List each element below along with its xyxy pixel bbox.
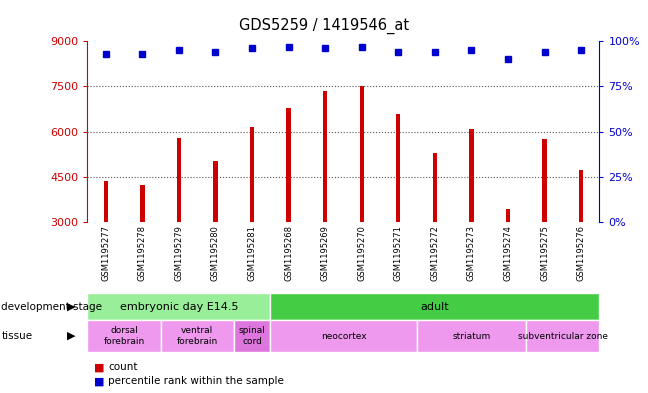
Text: adult: adult — [421, 301, 449, 312]
Text: ■: ■ — [94, 376, 104, 386]
Bar — [87, 320, 161, 352]
Bar — [433, 153, 437, 222]
Text: embryonic day E14.5: embryonic day E14.5 — [120, 301, 238, 312]
Bar — [396, 114, 400, 222]
Bar — [469, 129, 474, 222]
Bar — [161, 320, 234, 352]
Bar — [506, 209, 510, 222]
Bar — [270, 293, 599, 320]
Bar — [286, 108, 291, 222]
Bar — [87, 293, 270, 320]
Text: neocortex: neocortex — [321, 332, 366, 340]
Bar — [323, 91, 327, 222]
Text: tissue: tissue — [1, 331, 32, 341]
Text: subventricular zone: subventricular zone — [518, 332, 608, 340]
Text: striatum: striatum — [452, 332, 491, 340]
Text: development stage: development stage — [1, 301, 102, 312]
Text: GDS5259 / 1419546_at: GDS5259 / 1419546_at — [239, 18, 409, 34]
Bar — [104, 181, 108, 222]
Bar — [140, 185, 145, 222]
Bar — [250, 127, 254, 222]
Bar — [360, 86, 364, 222]
Text: percentile rank within the sample: percentile rank within the sample — [108, 376, 284, 386]
Text: spinal
cord: spinal cord — [238, 326, 266, 346]
Bar — [213, 161, 218, 222]
Bar — [177, 138, 181, 222]
Bar — [579, 170, 583, 222]
Bar — [542, 139, 547, 222]
Text: ▶: ▶ — [67, 301, 76, 312]
Bar — [270, 320, 417, 352]
Text: ▶: ▶ — [67, 331, 76, 341]
Text: dorsal
forebrain: dorsal forebrain — [104, 326, 145, 346]
Bar — [526, 320, 599, 352]
Bar — [417, 320, 526, 352]
Text: count: count — [108, 362, 138, 373]
Text: ■: ■ — [94, 362, 104, 373]
Bar — [234, 320, 270, 352]
Text: ventral
forebrain: ventral forebrain — [176, 326, 218, 346]
